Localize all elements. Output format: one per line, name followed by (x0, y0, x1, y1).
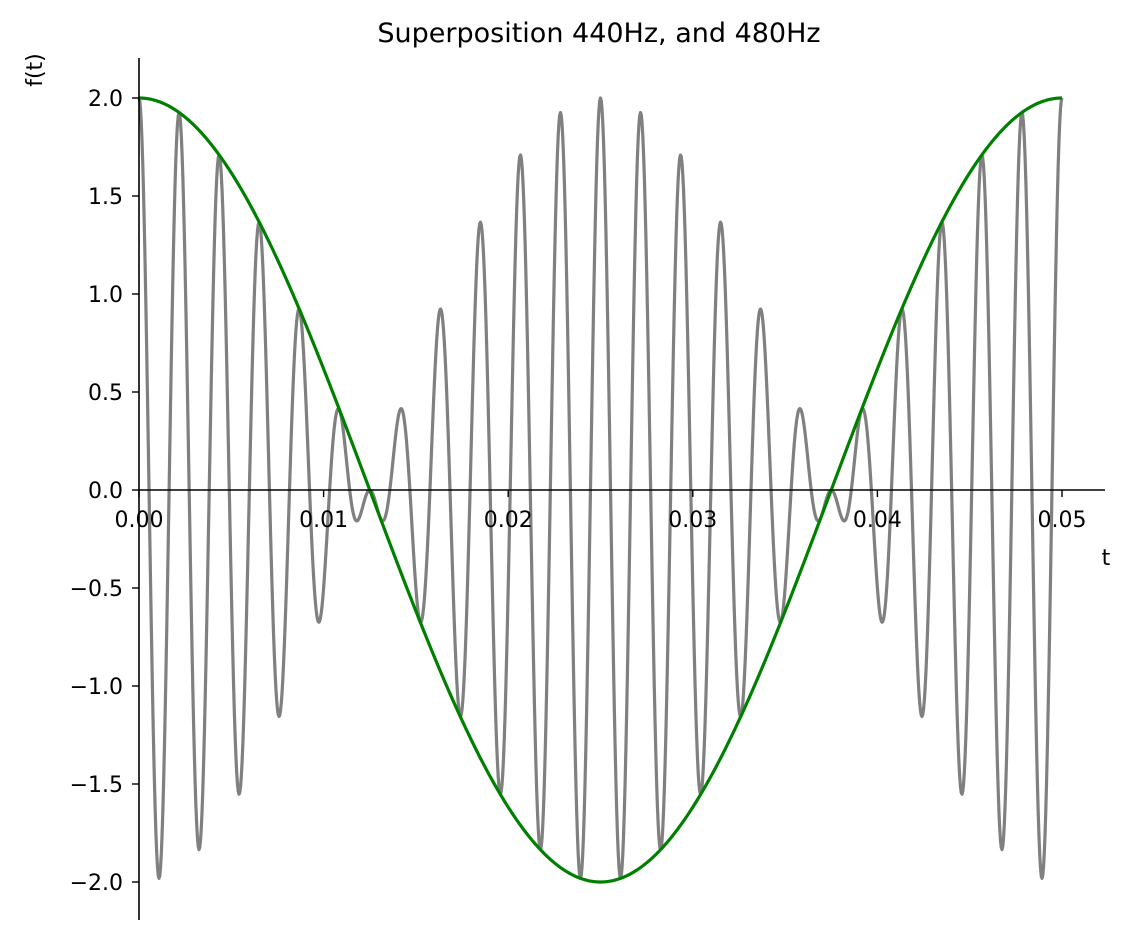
x-tick-label: 0.02 (484, 508, 533, 533)
y-tick-label: 0.0 (88, 479, 123, 504)
chart-title: Superposition 440Hz, and 480Hz (377, 18, 820, 49)
y-tick-label: −1.5 (70, 773, 123, 798)
y-tick-label: −1.0 (70, 675, 123, 700)
x-axis-label: t (1102, 546, 1111, 571)
x-ticks: 0.00 0.01 0.02 0.03 0.04 0.05 (115, 490, 1087, 533)
x-tick-label: 0.05 (1038, 508, 1087, 533)
plot-area (137, 96, 1064, 884)
x-tick-label: 0.03 (668, 508, 717, 533)
y-axis-label: f(t) (23, 53, 48, 87)
y-tick-label: −0.5 (70, 577, 123, 602)
y-ticks: 2.0 1.5 1.0 0.5 0.0 −0.5 −1.0 −1.5 −2.0 (70, 87, 139, 896)
y-tick-label: 1.0 (88, 283, 123, 308)
y-tick-label: −2.0 (70, 871, 123, 896)
x-tick-label: 0.04 (853, 508, 902, 533)
y-tick-label: 1.5 (88, 185, 123, 210)
series-envelope-line (138, 96, 1063, 884)
x-tick-label: 0.00 (115, 508, 164, 533)
y-tick-label: 2.0 (88, 87, 123, 112)
y-tick-label: 0.5 (88, 381, 123, 406)
x-tick-label: 0.01 (299, 508, 348, 533)
series-superposition-line (137, 96, 1064, 880)
